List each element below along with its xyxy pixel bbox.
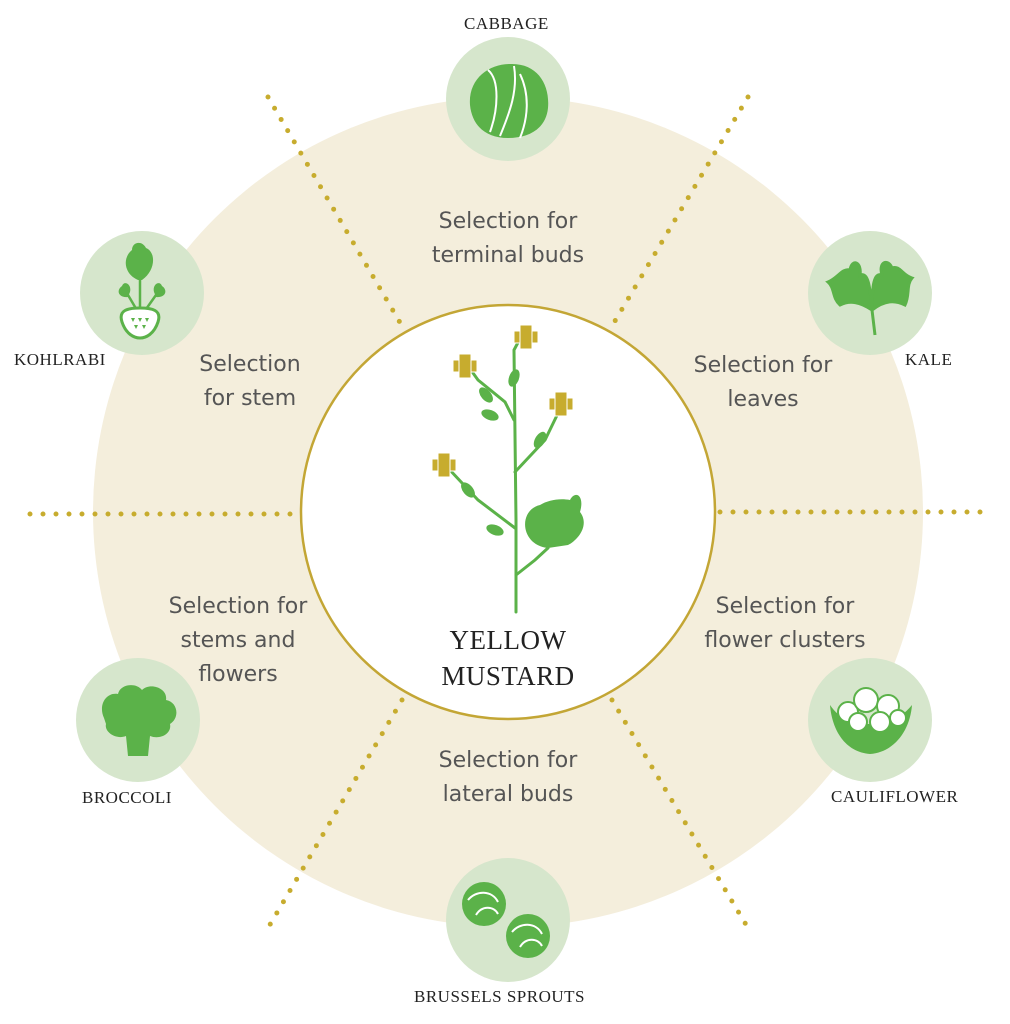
selection-lateral-buds: Selection for lateral buds xyxy=(438,748,578,807)
center-circle xyxy=(299,303,717,721)
veg-label-broccoli: BROCCOLI xyxy=(82,788,172,807)
divider-bottom-left xyxy=(265,697,405,931)
divider-lines xyxy=(27,94,993,931)
veg-label-brussels-sprouts: BRUSSELS SPROUTS xyxy=(414,987,585,1006)
cauliflower-icon xyxy=(808,658,932,782)
divider-top-right xyxy=(609,94,751,329)
selection-stem: Selection for stem xyxy=(199,352,301,411)
kale-icon xyxy=(808,231,932,355)
veg-label-kale: KALE xyxy=(905,350,953,369)
divider-top-left xyxy=(265,94,405,329)
selection-leaves: Selection for leaves xyxy=(693,353,833,412)
broccoli-icon xyxy=(76,658,200,782)
brussels-sprouts-icon xyxy=(446,858,570,982)
selection-stems-and-flowers: Selection for stems and flowers xyxy=(168,594,308,687)
selection-terminal-buds: Selection for terminal buds xyxy=(431,209,585,268)
divider-bottom-right xyxy=(609,697,751,931)
veg-label-cauliflower: CAULIFLOWER xyxy=(831,787,959,806)
veg-label-kohlrabi: KOHLRABI xyxy=(14,350,106,369)
selection-flower-clusters: Selection for flower clusters xyxy=(704,594,866,653)
center-title: YELLOW MUSTARD xyxy=(441,625,575,691)
cabbage-icon xyxy=(446,37,570,161)
veg-label-cabbage: CABBAGE xyxy=(464,14,549,33)
mustard-plant-icon xyxy=(431,324,584,614)
kohlrabi-icon xyxy=(80,231,204,355)
